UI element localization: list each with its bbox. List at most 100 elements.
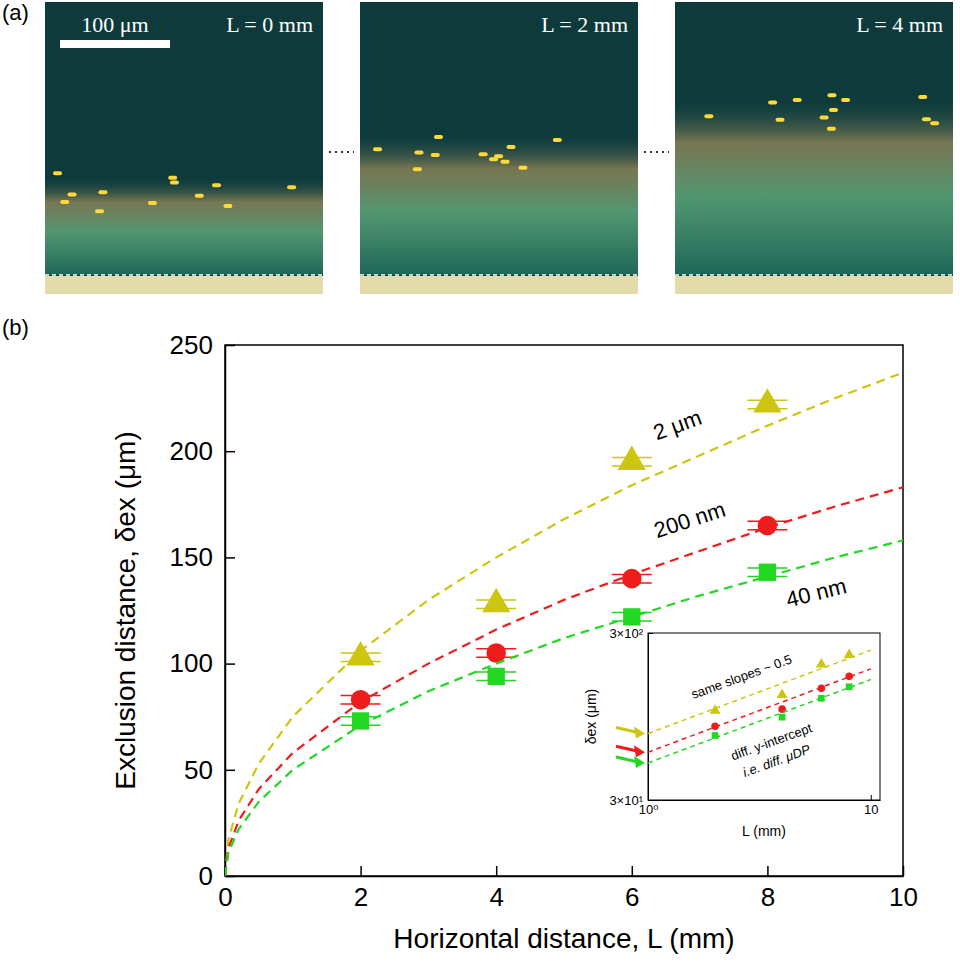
particle-streak <box>212 183 221 187</box>
plot-area <box>225 373 903 876</box>
x-tick-label: 10 <box>864 802 878 817</box>
particle-streak <box>223 204 232 208</box>
particle-band <box>360 133 638 275</box>
x-tick: 4 <box>489 866 503 912</box>
particle-streak <box>829 108 838 112</box>
y-tick-label: 3×10¹ <box>609 793 643 808</box>
data-point <box>758 516 778 536</box>
x-tick-mark <box>360 866 362 876</box>
y-tick-mark <box>225 770 235 772</box>
plot-frame <box>225 345 903 876</box>
particle-streak <box>170 181 179 185</box>
particle-streak <box>414 151 423 155</box>
data-point <box>759 564 776 581</box>
chart-texts: same slopes ~ 0.5diff. y-intercepti.e. d… <box>583 652 814 839</box>
particle-streak <box>287 185 296 189</box>
data-point <box>622 569 642 589</box>
particle-streak <box>501 160 510 164</box>
y-tick-label: 0 <box>199 861 213 891</box>
x-tick-label: 4 <box>489 882 503 912</box>
particle-streak <box>922 117 931 121</box>
panel-separator <box>329 151 354 153</box>
image-background <box>360 2 638 294</box>
y-tick: 3×10² <box>609 626 653 641</box>
data-point <box>818 695 825 702</box>
x-tick-mark <box>767 866 769 876</box>
wall-line <box>360 274 638 276</box>
x-tick-mark <box>871 795 872 800</box>
y-tick-label: 200 <box>170 436 213 466</box>
particle-streak <box>841 98 850 102</box>
y-axis-title: Exclusion distance, δex (μm) <box>110 431 141 790</box>
data-point <box>816 658 827 667</box>
pointer-arrow-head <box>634 727 645 739</box>
particle-streak <box>95 209 104 213</box>
substrate <box>675 276 953 294</box>
y-tick-label: 3×10² <box>609 626 643 641</box>
scale-bar <box>60 40 170 48</box>
particle-streak <box>918 95 927 99</box>
data-point <box>710 704 721 713</box>
substrate <box>360 276 638 294</box>
data-point <box>818 684 826 692</box>
y-tick-mark <box>225 663 235 665</box>
data-point <box>846 683 853 690</box>
image-label: L = 0 mm <box>226 12 313 37</box>
data-point <box>777 688 788 697</box>
x-axis: 0246810 <box>218 866 918 912</box>
series-label: 200 nm <box>651 497 729 543</box>
data-point <box>618 446 646 470</box>
data-point <box>482 588 510 612</box>
pointer-arrow-head <box>634 745 645 757</box>
series-label: 40 nm <box>783 573 848 612</box>
y-tick: 3×10¹ <box>609 793 653 808</box>
particle-streak <box>704 114 713 118</box>
particle-streak <box>827 93 836 97</box>
image-panel: L = 2 mm <box>360 2 638 294</box>
data-point <box>845 673 853 681</box>
particle-band <box>675 98 953 275</box>
fit-line <box>225 487 903 876</box>
particle-streak <box>60 200 69 204</box>
inset-background <box>648 633 880 800</box>
y-tick: 50 <box>184 755 235 785</box>
image-background <box>675 2 953 294</box>
particle-streak <box>431 153 440 157</box>
annotation: i.e. diff. μDP <box>741 742 813 780</box>
x-tick-label: 8 <box>761 882 775 912</box>
y-tick-label: 150 <box>170 542 213 572</box>
particle-streak <box>553 138 562 142</box>
x-tick-label: 0 <box>218 882 232 912</box>
y-tick-label: 50 <box>184 755 213 785</box>
data-point <box>346 641 374 665</box>
y-tick-mark <box>225 557 235 559</box>
y-axis: 3×10¹ 3×10² <box>609 626 653 808</box>
particle-streak <box>373 147 382 151</box>
plot-area <box>648 649 871 763</box>
x-tick-label: 6 <box>625 882 639 912</box>
data-point <box>712 732 719 739</box>
particle-band <box>45 177 323 275</box>
fit-line <box>225 540 903 876</box>
wall-line <box>45 274 323 276</box>
image-panel: L = 4 mm <box>675 2 953 294</box>
figure: (a) L = 0 mm100 μmL = 2 mm L = 4 mm 0 2 4 6 8 10… <box>0 0 960 972</box>
particle-streak <box>434 135 443 139</box>
data-point <box>779 714 786 721</box>
particle-streak <box>195 194 204 198</box>
data-point <box>486 643 506 663</box>
x-tick-mark <box>496 866 498 876</box>
data-point <box>352 712 369 729</box>
x-axis-title: L (mm) <box>742 823 786 839</box>
fit-line <box>225 373 903 876</box>
y-tick-label: 100 <box>170 648 213 678</box>
particle-streak <box>930 121 939 125</box>
panel-label: (a) <box>2 0 29 25</box>
image-label: L = 4 mm <box>856 12 943 37</box>
particle-streak <box>98 190 107 194</box>
x-tick: 8 <box>761 866 775 912</box>
wall-line <box>675 274 953 276</box>
x-tick-label: 2 <box>354 882 368 912</box>
series-label: 2 μm <box>650 405 705 445</box>
image-panel: L = 0 mm100 μm <box>45 2 323 294</box>
